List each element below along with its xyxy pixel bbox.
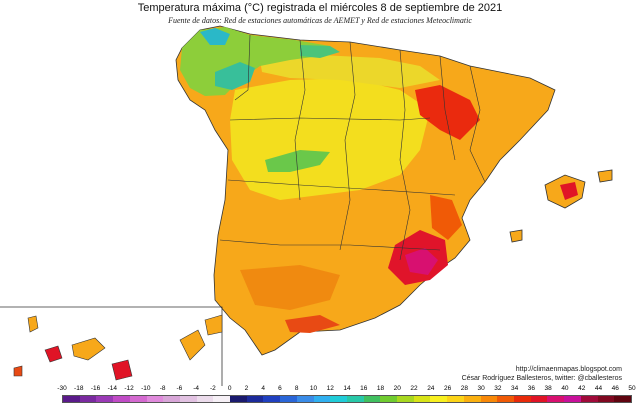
- legend-label: 10: [309, 385, 318, 392]
- legend-swatch: [129, 396, 147, 402]
- north-cyan-zone: [200, 28, 230, 45]
- guadalquivir-zone: [240, 265, 340, 310]
- legend-swatch: [430, 396, 448, 402]
- legend-swatch: [63, 396, 80, 402]
- murcia-core-hotspot: [405, 248, 438, 275]
- legend-swatch: [580, 396, 598, 402]
- legend-label: -10: [141, 385, 151, 392]
- canary-island-1: [27, 315, 39, 333]
- legend-swatch: [363, 396, 381, 402]
- legend-label: 30: [477, 385, 485, 392]
- legend-label: -18: [74, 385, 84, 392]
- legend-swatch: [213, 396, 231, 402]
- legend-label: 0: [227, 385, 232, 392]
- legend-swatch: [230, 396, 247, 402]
- legend-label: -14: [107, 385, 117, 392]
- cantabria-teal-zone: [300, 45, 340, 58]
- legend-label: -30: [57, 385, 67, 392]
- map-title: Temperatura máxima (°C) registrada el mi…: [137, 2, 503, 14]
- temperature-legend: -30 -18 -16 -14 -12 -10 -8 -6 -4 -2 0 2 4 6 8 10 12 14 16 1…: [57, 385, 636, 405]
- legend-swatch: [280, 396, 297, 402]
- legend-label: 38: [544, 385, 552, 392]
- ibiza-island: [509, 229, 523, 243]
- legend-swatch: [330, 396, 347, 402]
- canary-island-7: [204, 314, 223, 336]
- legend-label: 50: [628, 385, 636, 392]
- legend-swatch: [447, 396, 464, 402]
- legend-label: 2: [244, 385, 249, 392]
- legend-swatch: [96, 396, 114, 402]
- legend-swatch: [380, 396, 398, 402]
- map-subtitle: Fuente de datos: Red de estaciones autom…: [168, 16, 472, 25]
- legend-swatch: [296, 396, 314, 402]
- central-green-strip: [265, 150, 330, 172]
- legend-label: 16: [360, 385, 368, 392]
- legend-label: -2: [209, 385, 216, 392]
- legend-swatch: [397, 396, 414, 402]
- legend-swatch: [113, 396, 130, 402]
- mallorca-hotspot: [560, 182, 578, 200]
- valencia-hotspot: [430, 195, 462, 240]
- legend-label: 26: [443, 385, 452, 392]
- legend-swatch: [346, 396, 364, 402]
- legend-swatch: [463, 396, 481, 402]
- north-yellow-zone: [260, 55, 440, 88]
- canary-island-3: [71, 337, 106, 361]
- legend-swatch: [530, 396, 548, 402]
- legend-swatch: [614, 396, 631, 402]
- legend-swatch: [79, 396, 97, 402]
- region-borders: [219, 34, 486, 261]
- legend-label: -12: [124, 385, 134, 392]
- canary-island-5: [13, 365, 23, 377]
- legend-swatch: [196, 396, 214, 402]
- legend-label: -8: [159, 385, 166, 392]
- legend-label: 40: [561, 385, 569, 392]
- legend-swatch: [497, 396, 514, 402]
- legend-labels: -30 -18 -16 -14 -12 -10 -8 -6 -4 -2 0 2 4 6 8 10 12 14 16 1…: [57, 385, 636, 394]
- legend-color-bar: [62, 395, 632, 403]
- legend-label: 44: [594, 385, 603, 392]
- legend-label: 34: [511, 385, 519, 392]
- legend-label: -6: [176, 385, 183, 392]
- legend-label: 32: [494, 385, 502, 392]
- legend-swatch: [146, 396, 164, 402]
- canary-inset-frame: [0, 306, 223, 386]
- legend-swatch: [246, 396, 264, 402]
- legend-swatch: [480, 396, 498, 402]
- legend-swatch: [564, 396, 581, 402]
- legend-label: -4: [193, 385, 199, 392]
- legend-label: 20: [393, 385, 401, 392]
- legend-swatch: [163, 396, 180, 402]
- legend-label: 4: [261, 385, 265, 392]
- ebro-red-hotspot: [415, 85, 480, 140]
- south-red-patch: [285, 315, 340, 333]
- legend-label: 6: [278, 385, 282, 392]
- legend-label: 14: [343, 385, 351, 392]
- legend-label: 36: [527, 385, 536, 392]
- legend-label: 12: [326, 385, 334, 392]
- canary-island-6: [179, 329, 206, 361]
- legend-swatch: [413, 396, 431, 402]
- legend-swatch: [547, 396, 565, 402]
- legend-label: 42: [578, 385, 586, 392]
- legend-label: 24: [427, 385, 435, 392]
- north-teal-zone: [215, 62, 255, 90]
- credit-author: César Rodríguez Ballesteros, twitter: @c…: [461, 375, 622, 382]
- legend-swatch: [597, 396, 615, 402]
- legend-swatch: [263, 396, 281, 402]
- legend-label: 8: [294, 385, 299, 392]
- legend-swatch: [513, 396, 531, 402]
- legend-label: 22: [410, 385, 418, 392]
- canary-island-2: [44, 345, 63, 363]
- legend-label: 46: [611, 385, 619, 392]
- legend-label: 18: [376, 385, 385, 392]
- credit-url: http://climaenmapas.blogspot.com: [515, 366, 622, 373]
- legend-label: 28: [460, 385, 468, 392]
- legend-swatch: [179, 396, 197, 402]
- menorca-island: [597, 169, 613, 183]
- canary-island-4: [111, 359, 133, 381]
- legend-label: -16: [90, 385, 101, 392]
- legend-swatch: [313, 396, 331, 402]
